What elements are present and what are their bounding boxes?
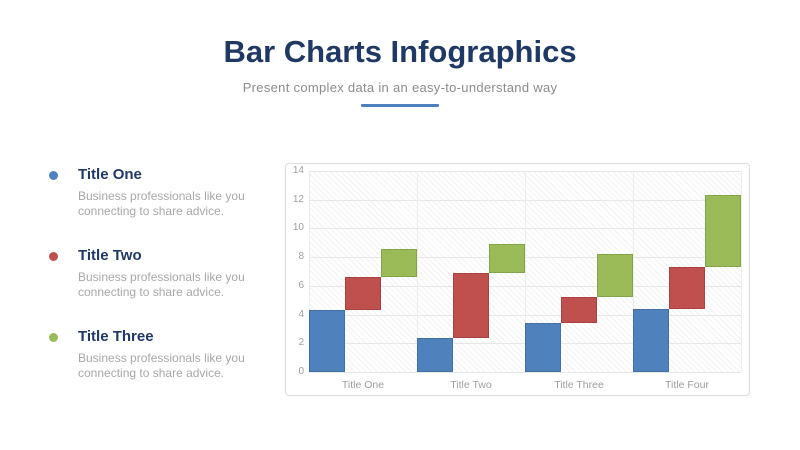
y-axis-tick-label: 6 [298,279,304,291]
chart-plot-area [309,171,742,373]
legend-bullet-blue [49,171,58,180]
y-axis-tick-label: 10 [292,222,304,234]
gridline-vertical [741,171,742,372]
page-subtitle: Present complex data in an easy-to-under… [242,80,558,95]
y-axis-tick-label: 4 [298,308,304,320]
legend-bullet-red [49,252,58,261]
y-axis-tick-label: 0 [298,366,304,377]
bar-segment [669,267,705,309]
legend-item-description: Business professionals like you connecti… [78,270,245,299]
bar-segment [309,310,345,372]
x-axis-category-label: Title One [341,379,385,391]
x-axis-category-label: Title Three [554,379,604,391]
legend-item-title: Title Two [78,247,142,264]
bar-segment [525,323,561,372]
bar-segment [417,337,453,372]
page-title: Bar Charts Infographics [223,34,577,69]
bar-segment [561,297,597,324]
y-axis-tick-label: 14 [292,165,304,176]
gridline-vertical [633,171,634,372]
gridline-vertical [525,171,526,372]
bar-segment [705,195,741,268]
legend-item: Title One Business professionals like yo… [49,166,270,219]
bar-segment [633,308,669,372]
legend-item-title: Title Three [78,328,154,345]
legend-item-description: Business professionals like you connecti… [78,189,245,218]
y-axis-tick-label: 8 [298,251,304,263]
y-axis-tick-label: 2 [298,337,304,349]
bar-segment [597,254,633,298]
gridline-horizontal [309,372,741,373]
gridline-vertical [309,171,310,372]
gridline-vertical [417,171,418,372]
legend-item: Title Two Business professionals like yo… [49,247,270,300]
bar-segment [381,248,417,278]
bar-segment [345,277,381,311]
bar-segment [453,272,489,338]
legend-item-title: Title One [78,166,142,183]
legend-bullet-green [49,333,58,342]
legend-item: Title Three Business professionals like … [49,328,270,381]
bar-chart: 0 2 4 6 8 10 12 14 Title One Title Two Title Three… [285,163,750,396]
y-axis-tick-label: 12 [292,193,304,205]
x-axis-category-label: Title Four [665,379,709,391]
x-axis-category-label: Title Two [450,379,492,391]
title-underline [361,104,439,107]
legend-item-description: Business professionals like you connecti… [78,351,245,380]
bar-segment [489,244,525,273]
